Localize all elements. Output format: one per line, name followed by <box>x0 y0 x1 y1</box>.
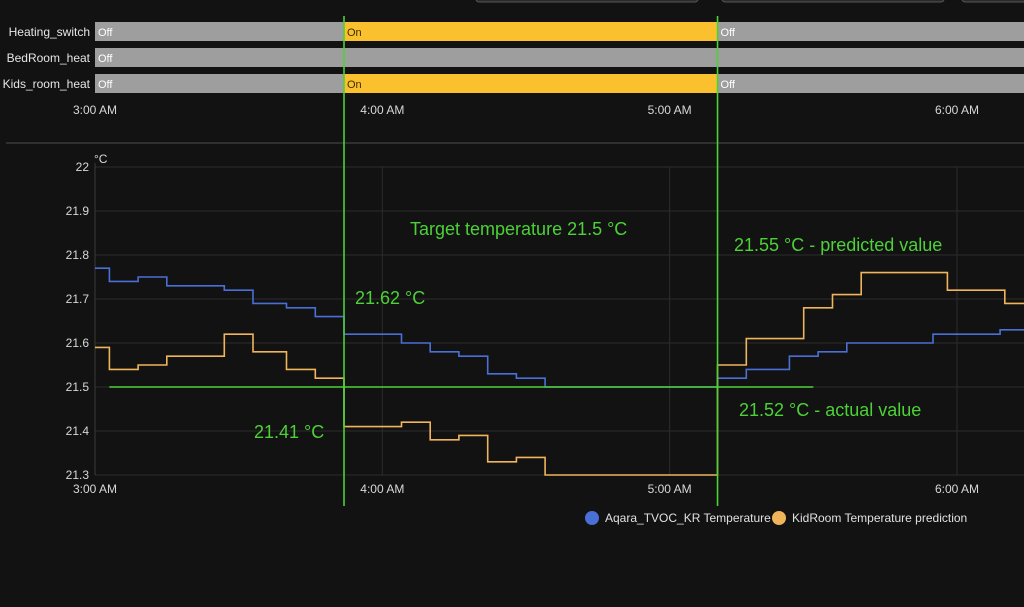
chart-grid <box>94 163 1024 476</box>
timeline-row: BedRoom_heat Off <box>7 48 1024 67</box>
timeline-segment-state: Off <box>98 27 113 39</box>
x-tick-label: 3:00 AM <box>73 482 117 496</box>
y-tick-label: 21.3 <box>66 468 90 482</box>
timeline-segment-state: Off <box>98 79 113 91</box>
timeline-row: Heating_switch Off On Off <box>9 22 1024 41</box>
timeline-x-tick-label: 5:00 AM <box>648 103 692 117</box>
x-tick-label: 5:00 AM <box>648 482 692 496</box>
y-tick-label: 21.8 <box>66 248 90 262</box>
y-tick-label: 21.6 <box>66 336 90 350</box>
timeline-segment[interactable]: Off <box>95 22 345 41</box>
annotation-start-value: 21.62 °C <box>355 288 425 308</box>
timeline-segment-bar <box>717 22 1024 41</box>
timeline-segment-bar <box>717 74 1024 93</box>
x-axis: 3:00 AM 4:00 AM 5:00 AM 6:00 AM <box>73 482 979 496</box>
y-unit-label: °C <box>94 152 108 166</box>
timeline-segment-bar <box>95 22 345 41</box>
timeline-row-label: Kids_room_heat <box>3 77 91 91</box>
annotation-layer: Target temperature 21.5 °C 21.62 °C 21.4… <box>109 16 942 506</box>
y-tick-label: 21.4 <box>66 424 90 438</box>
timeline-segment-bar <box>344 22 718 41</box>
timeline-segment[interactable]: Off <box>95 48 1024 67</box>
timeline-segment[interactable]: Off <box>717 22 1024 41</box>
timeline-row-label: Heating_switch <box>9 25 90 39</box>
legend-label-kidroom: KidRoom Temperature prediction <box>792 511 967 525</box>
legend-item-aqara[interactable]: Aqara_TVOC_KR Temperature <box>585 511 771 525</box>
series-line-aqara-temperature <box>95 267 1024 388</box>
timeline-x-tick-label: 4:00 AM <box>360 103 404 117</box>
header-button-fragment[interactable] <box>961 0 1024 3</box>
timeline-x-tick-label: 6:00 AM <box>935 103 979 117</box>
timeline-segment-state: Off <box>721 79 736 91</box>
series-line-kidroom-prediction <box>95 271 1024 476</box>
annotation-predicted-value: 21.55 °C - predicted value <box>734 235 942 255</box>
annotation-actual-value: 21.52 °C - actual value <box>739 400 921 420</box>
annotation-start-prediction: 21.41 °C <box>254 422 324 442</box>
timeline-segment[interactable]: On <box>344 22 718 41</box>
timeline-segment[interactable]: On <box>344 74 718 93</box>
timeline-x-tick-label: 3:00 AM <box>73 103 117 117</box>
y-axis: 22 21.9 21.8 21.7 21.6 21.5 21.4 21.3 <box>66 160 90 482</box>
timeline-row: Kids_room_heat Off On Off <box>3 74 1024 93</box>
x-tick-label: 6:00 AM <box>935 482 979 496</box>
legend-swatch-aqara <box>585 511 599 525</box>
y-tick-label: 21.5 <box>66 380 90 394</box>
timeline-row-label: BedRoom_heat <box>7 51 91 65</box>
legend-label-aqara: Aqara_TVOC_KR Temperature <box>605 511 771 525</box>
y-tick-label: 21.9 <box>66 204 90 218</box>
y-tick-label: 21.7 <box>66 292 90 306</box>
header-button-fragment[interactable] <box>475 0 699 3</box>
timeline-segment-state: Off <box>98 53 113 65</box>
legend-swatch-kidroom <box>772 511 786 525</box>
legend-item-kidroom[interactable]: KidRoom Temperature prediction <box>772 511 967 525</box>
header-button-fragment[interactable] <box>721 0 945 3</box>
timeline-segment-bar <box>95 48 1024 67</box>
chart-legend: Aqara_TVOC_KR Temperature KidRoom Temper… <box>585 511 967 525</box>
timeline-segment-bar <box>95 74 345 93</box>
timeline-segment[interactable]: Off <box>95 74 345 93</box>
timeline-segment[interactable]: Off <box>717 74 1024 93</box>
annotation-target-temperature: Target temperature 21.5 °C <box>410 219 627 239</box>
timeline-segment-state: On <box>347 27 362 39</box>
temperature-line-chart: °C 22 21.9 21.8 21.7 21.6 21.5 21.4 21.3 3:00 A… <box>66 16 1024 525</box>
timeline-segment-state: Off <box>721 27 736 39</box>
series-layer <box>95 267 1024 476</box>
y-tick-label: 22 <box>76 160 90 174</box>
x-tick-label: 4:00 AM <box>360 482 404 496</box>
timeline-segment-state: On <box>347 79 362 91</box>
timeline-segment-bar <box>344 74 718 93</box>
